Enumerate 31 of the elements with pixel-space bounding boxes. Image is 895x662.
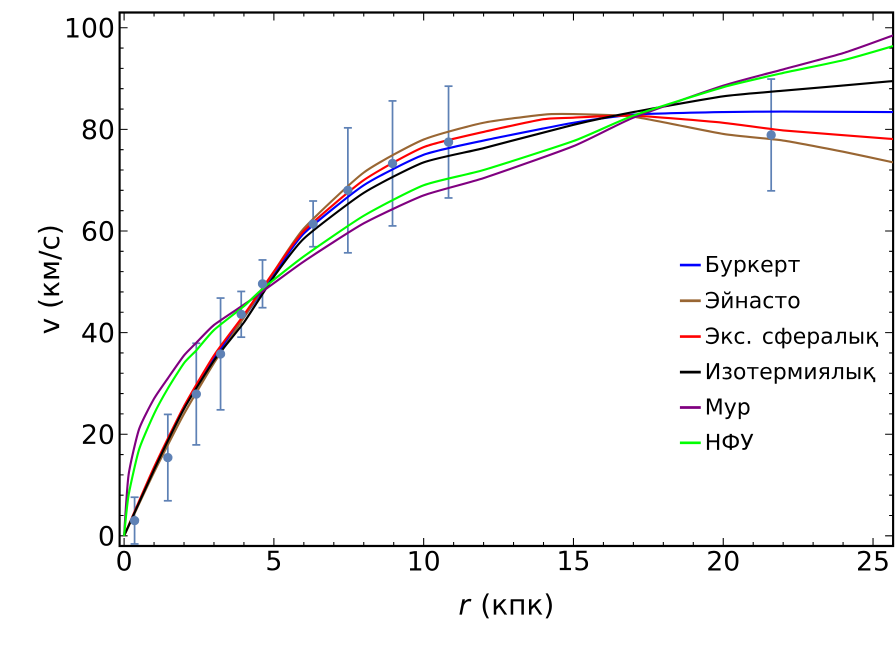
point	[192, 389, 201, 399]
point	[388, 158, 398, 168]
x-tick-label: 5	[267, 550, 280, 571]
y-tick-label: 60	[82, 220, 114, 242]
y-tick-label: 0	[100, 526, 114, 546]
y-tick-label: 100	[66, 18, 114, 38]
point	[163, 452, 173, 462]
y-tick-label: 20	[82, 424, 114, 444]
point	[444, 137, 454, 147]
legend-label: Эйнасто	[706, 291, 800, 308]
x-tick-label: 0	[117, 550, 131, 571]
legend-label: Изотермиялық	[706, 363, 876, 384]
x-tick-label: 20	[708, 550, 738, 571]
y-axis-title: v (км/с)	[38, 226, 63, 334]
legend-label: Мур	[706, 398, 750, 420]
legend-label: НФУ	[706, 434, 754, 450]
x-tick-label: 15	[559, 550, 588, 571]
x-axis-title: r (кпк)	[459, 593, 552, 618]
y-tick-label: 80	[82, 119, 114, 140]
legend-label: Экс. сфералық	[706, 327, 878, 348]
y-tick-label: 40	[82, 322, 114, 343]
point	[258, 279, 268, 288]
x-tick-label: 10	[410, 550, 439, 571]
point	[766, 130, 776, 140]
point	[216, 349, 226, 359]
point	[308, 219, 318, 229]
point	[236, 310, 246, 319]
point	[343, 186, 353, 196]
legend-label: Буркерт	[706, 256, 800, 277]
x-tick-label: 25	[858, 550, 888, 571]
point	[130, 516, 140, 526]
